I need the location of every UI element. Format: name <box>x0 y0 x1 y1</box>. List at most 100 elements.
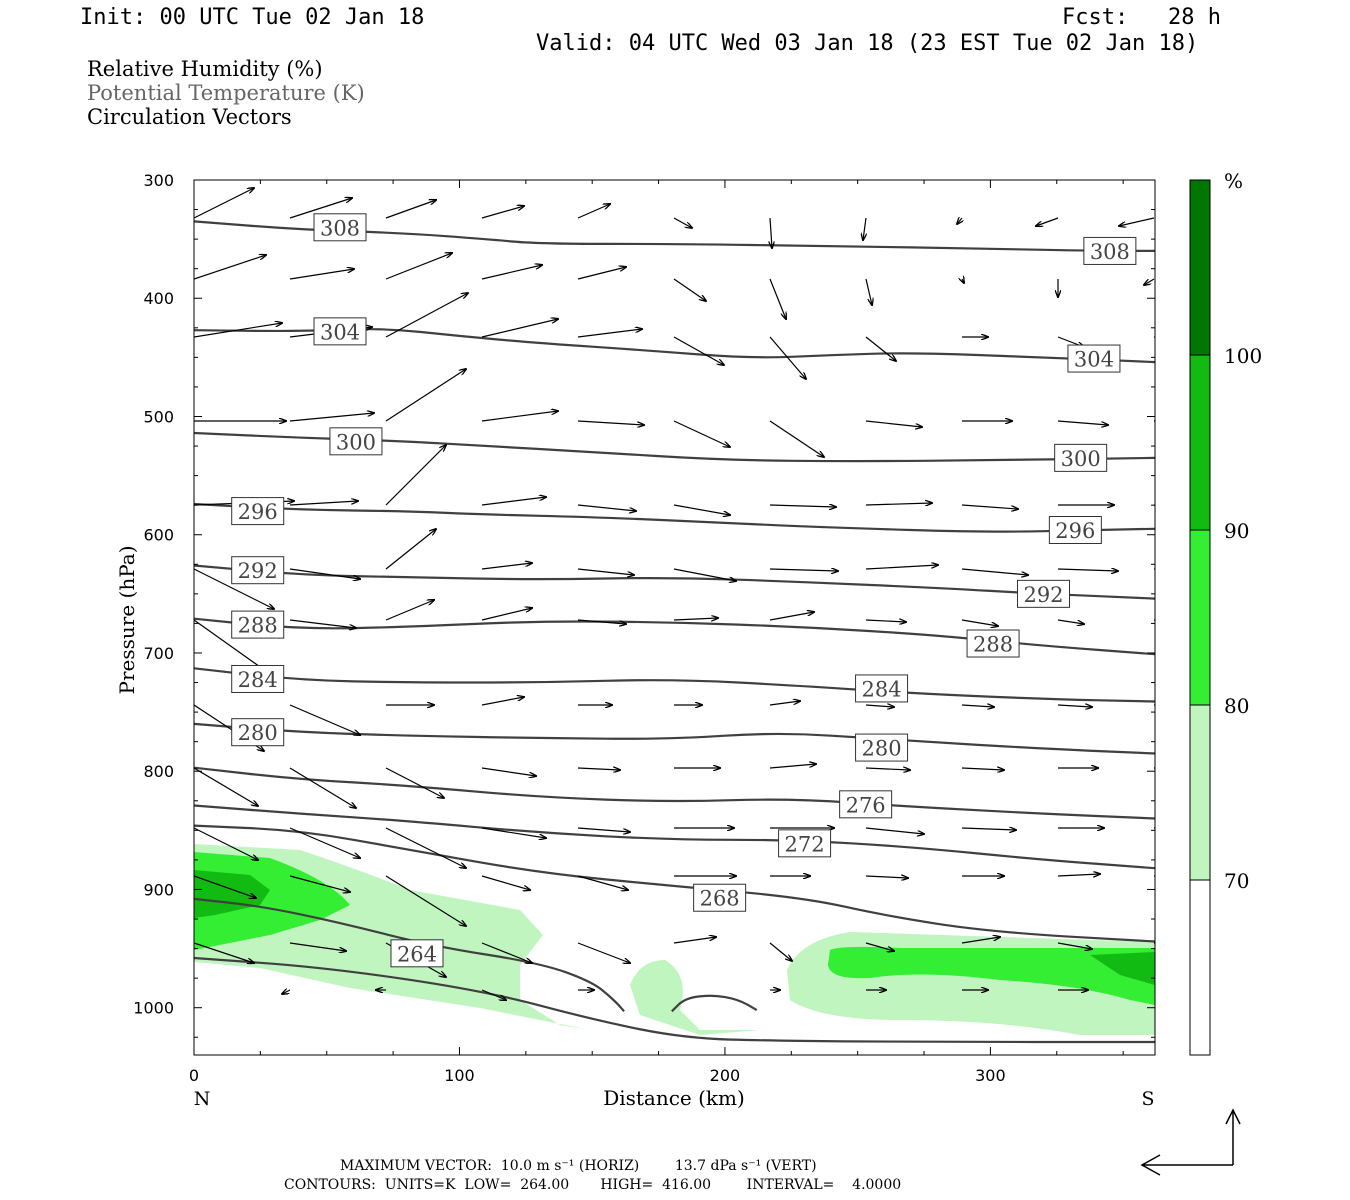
circulation-vector <box>385 293 468 338</box>
y-tick-label: 300 <box>143 171 174 190</box>
legend-vectors: Circulation Vectors <box>87 105 292 129</box>
circulation-vector <box>481 319 558 338</box>
theta-contour-label: 280 <box>238 721 278 745</box>
circulation-vector <box>385 445 446 506</box>
circulation-vector <box>961 937 1000 944</box>
theta-contour-label-box <box>839 790 893 819</box>
y-tick-label: 800 <box>143 762 174 781</box>
circulation-vector <box>577 329 642 338</box>
circulation-vector <box>194 875 256 898</box>
rh-90-region-south <box>1090 952 1155 985</box>
circulation-vector <box>577 942 630 963</box>
theta-contour-line <box>194 431 1155 463</box>
circulation-vector <box>194 942 254 963</box>
footer-max-vector: MAXIMUM VECTOR: 10.0 m s⁻¹ (HORIZ) 13.7 … <box>340 1158 817 1174</box>
x-end-label-south: S <box>1141 1088 1154 1110</box>
circulation-vector <box>289 413 374 422</box>
circulation-vector <box>289 704 360 735</box>
theta-contour-label: 308 <box>320 216 360 240</box>
theta-contour-label: 296 <box>1055 519 1095 543</box>
circulation-vector <box>1057 942 1092 949</box>
theta-contour-line <box>194 667 1155 703</box>
circulation-vector <box>865 336 896 361</box>
theta-contour-line <box>194 824 1155 943</box>
circulation-vector <box>385 827 466 868</box>
circulation-vector <box>289 942 346 951</box>
theta-contour-label-box <box>855 674 909 703</box>
theta-contour-label: 268 <box>700 887 740 911</box>
theta-contour-label: 272 <box>785 832 825 856</box>
theta-contour-label-box <box>313 317 367 346</box>
colorbar-segment-70 <box>1189 704 1211 881</box>
rh-70-region-mid <box>630 960 760 1035</box>
circulation-vector <box>577 504 636 511</box>
theta-contour-line <box>194 804 1155 870</box>
circulation-vector <box>577 420 644 425</box>
circulation-vector <box>1057 619 1084 624</box>
circulation-vector <box>282 990 291 994</box>
circulation-vector <box>577 204 610 219</box>
circulation-vector <box>865 876 908 878</box>
circulation-vector <box>289 269 354 280</box>
circulation-vector <box>961 828 1016 830</box>
circulation-vector <box>385 253 452 280</box>
theta-contour-label-box <box>313 213 367 242</box>
theta-contour-label-box <box>1017 579 1071 608</box>
y-tick-label: 1000 <box>133 999 174 1018</box>
x-tick-label: 300 <box>975 1066 1006 1085</box>
circulation-vector <box>865 503 932 505</box>
theta-contour-label-box <box>1054 443 1108 472</box>
circulation-vector <box>673 420 730 447</box>
circulation-vector <box>962 279 964 283</box>
y-tick-label: 500 <box>143 407 174 426</box>
theta-contour-label-box <box>329 427 383 456</box>
theta-contour-line <box>671 994 758 1013</box>
theta-contour-label: 288 <box>238 614 278 638</box>
circulation-vector <box>865 705 894 707</box>
circulation-vector <box>769 420 824 457</box>
circulation-vector <box>957 218 962 224</box>
circulation-vector <box>863 217 866 240</box>
circulation-vector <box>673 568 736 581</box>
circulation-vector <box>385 875 466 926</box>
circulation-vector <box>194 323 282 338</box>
circulation-vector <box>865 278 872 305</box>
circulation-vector <box>577 768 620 770</box>
circulation-vector <box>865 942 894 951</box>
theta-contour-label-box <box>231 718 285 747</box>
circulation-vector <box>289 827 360 858</box>
theta-contour-line <box>194 502 1155 533</box>
circulation-vector <box>1036 217 1059 226</box>
circulation-vector <box>1057 420 1108 425</box>
theta-contour-label: 276 <box>846 793 886 817</box>
colorbar-level-90: 90 <box>1224 519 1249 543</box>
theta-contour-label-box <box>231 497 285 526</box>
colorbar: % 70 80 90 100 <box>1189 169 1262 1056</box>
theta-contour-labels: 308 308 304 304 300 300 296 296 292 292 288 288 284 2… <box>231 213 1137 968</box>
circulation-vector <box>865 420 922 427</box>
theta-contour-label-box <box>1067 344 1121 373</box>
circulation-vector <box>1144 278 1155 285</box>
reference-vector-vertical <box>1225 1108 1241 1165</box>
x-tick-label: 100 <box>444 1066 475 1085</box>
x-axis-label: Distance (km) <box>603 1086 745 1110</box>
theta-contour-label-box <box>855 733 909 762</box>
circulation-vector <box>577 267 626 280</box>
circulation-vector <box>385 369 466 422</box>
theta-contour-label-box <box>231 556 285 585</box>
theta-contour-label: 296 <box>238 500 278 524</box>
circulation-vector <box>769 569 838 571</box>
colorbar-unit: % <box>1224 169 1243 193</box>
theta-contour-label: 300 <box>336 430 376 454</box>
circulation-vector <box>194 188 254 219</box>
theta-contour-label-box <box>778 829 832 858</box>
circulation-vector <box>865 768 910 770</box>
circulation-vector <box>289 875 350 892</box>
colorbar-segment-lt70 <box>1189 879 1211 1056</box>
theta-contour-line <box>194 956 1155 1044</box>
circulation-vector <box>289 619 356 628</box>
circulation-vector <box>961 768 1004 770</box>
legend-theta: Potential Temperature (K) <box>87 81 365 105</box>
circulation-vector <box>1057 874 1100 876</box>
